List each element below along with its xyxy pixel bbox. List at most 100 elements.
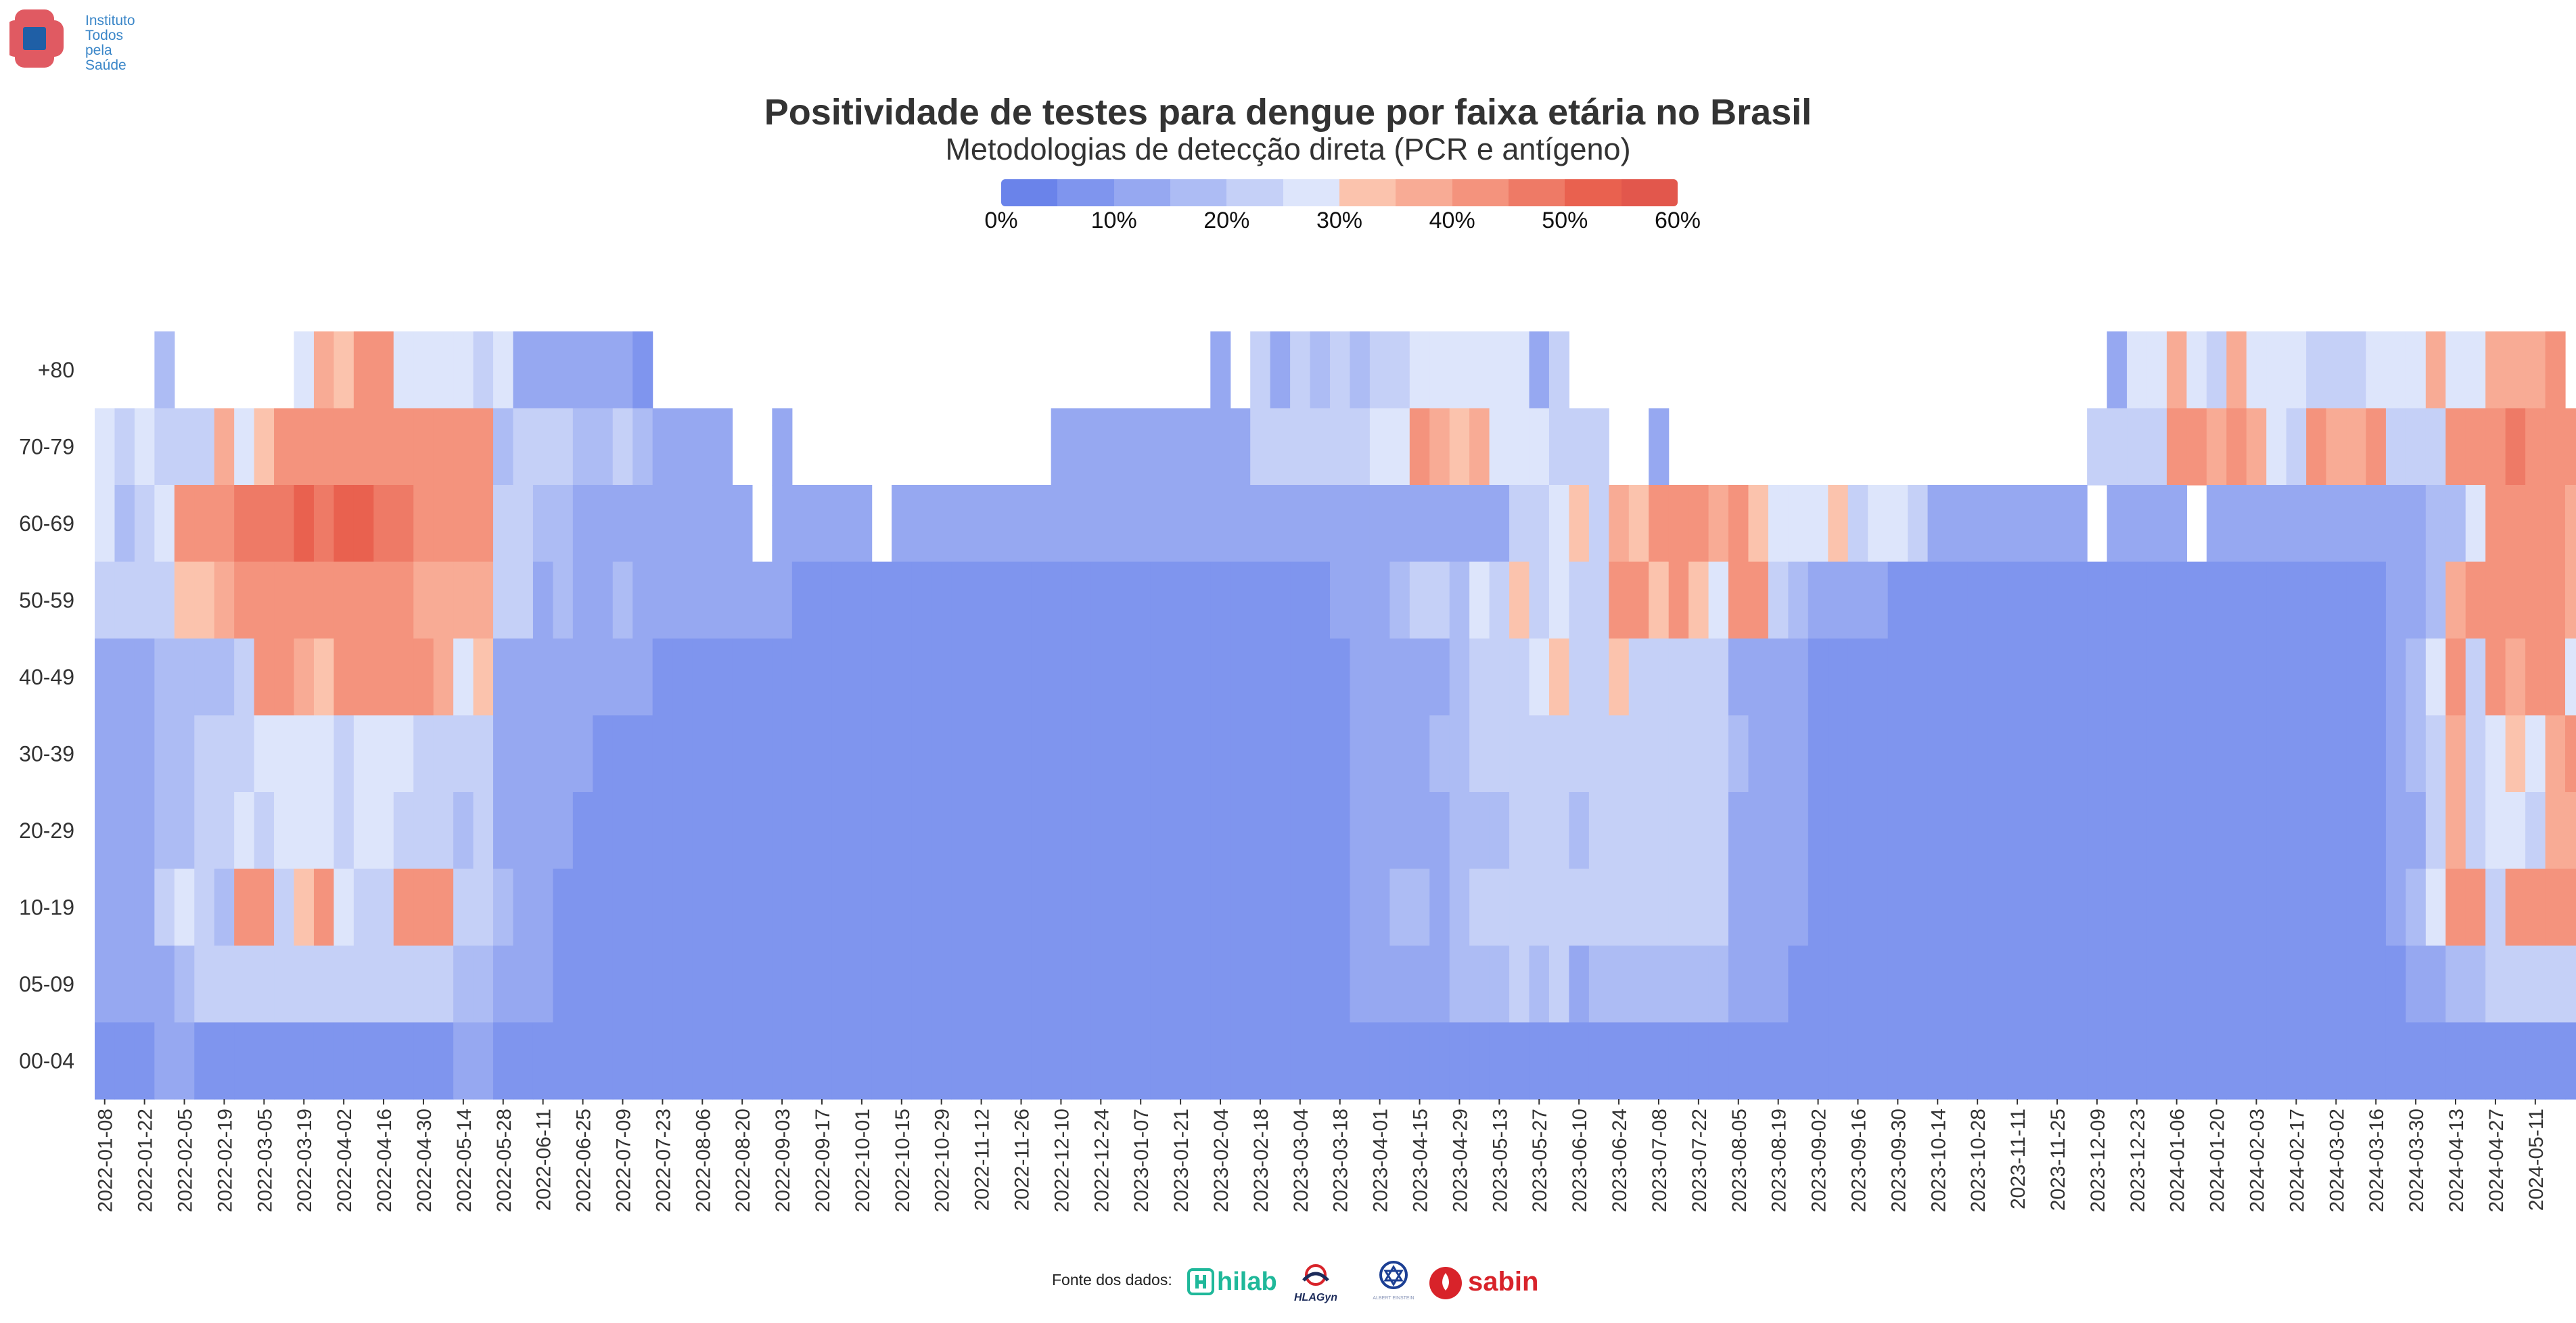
heatmap-cell xyxy=(1389,485,1410,563)
heatmap-cell xyxy=(2445,868,2466,946)
heatmap-cell xyxy=(294,715,315,793)
heatmap-cell xyxy=(572,485,593,563)
heatmap-cell xyxy=(493,331,514,409)
heatmap-cell xyxy=(1369,408,1390,486)
heatmap-cell xyxy=(2425,1022,2446,1100)
heatmap-cell xyxy=(1090,639,1111,716)
heatmap-cell xyxy=(951,715,972,793)
heatmap-cell xyxy=(1290,715,1311,793)
heatmap-cell xyxy=(2226,792,2247,870)
heatmap-cell xyxy=(1728,792,1749,870)
heatmap-cell xyxy=(1948,946,1969,1023)
heatmap-cell xyxy=(1409,331,1430,409)
heatmap-cell xyxy=(334,639,354,716)
heatmap-cell xyxy=(612,1022,633,1100)
heatmap-cell xyxy=(1449,639,1470,716)
heatmap-cell xyxy=(652,946,673,1023)
heatmap-cell xyxy=(2127,946,2148,1023)
heatmap-cell xyxy=(313,331,335,409)
heatmap-cell xyxy=(532,715,553,793)
heatmap-cell xyxy=(732,561,753,639)
heatmap-cell xyxy=(2346,1022,2367,1100)
heatmap-cell xyxy=(2505,331,2526,409)
heatmap-cell xyxy=(413,639,434,716)
heatmap-cell xyxy=(1588,715,1609,793)
heatmap-cell xyxy=(1728,715,1749,793)
heatmap-cell xyxy=(473,868,494,946)
heatmap-cell xyxy=(313,561,335,639)
heatmap-cell xyxy=(353,408,374,486)
heatmap-cell xyxy=(572,331,593,409)
heatmap-cell xyxy=(2087,561,2108,639)
heatmap-cell xyxy=(1369,868,1390,946)
heatmap-cell xyxy=(1668,485,1689,563)
heatmap-cell xyxy=(2385,1022,2406,1100)
heatmap-cell xyxy=(1031,792,1052,870)
heatmap-cell xyxy=(1310,331,1331,409)
heatmap-cell xyxy=(532,331,553,409)
heatmap-cell xyxy=(433,946,454,1023)
heatmap-cell xyxy=(1290,792,1311,870)
heatmap-cell xyxy=(154,485,175,563)
heatmap-cell xyxy=(1409,639,1430,716)
heatmap-cell xyxy=(2505,792,2526,870)
x-tick-label: 2024-02-17 xyxy=(2286,1109,2308,1212)
heatmap-cell xyxy=(2366,639,2387,716)
heatmap-cell xyxy=(2406,331,2426,409)
heatmap-cell xyxy=(1808,561,1828,639)
heatmap-cell xyxy=(1948,792,1969,870)
heatmap-cell xyxy=(1409,561,1430,639)
heatmap-cell xyxy=(772,792,793,870)
heatmap-cell xyxy=(1908,561,1929,639)
heatmap-cell xyxy=(2186,792,2207,870)
heatmap-cell xyxy=(951,946,972,1023)
heatmap-cell xyxy=(194,1022,215,1100)
heatmap-cell xyxy=(971,946,992,1023)
heatmap-cell xyxy=(373,331,394,409)
heatmap-cell xyxy=(1847,792,1868,870)
heatmap-cell xyxy=(871,1022,892,1100)
heatmap-cell xyxy=(1449,715,1470,793)
heatmap-cell xyxy=(752,868,773,946)
heatmap-cell xyxy=(1668,868,1689,946)
heatmap-cell xyxy=(1588,868,1609,946)
colorbar-bin xyxy=(1621,179,1678,206)
heatmap-cell xyxy=(991,639,1012,716)
heatmap-cell xyxy=(812,868,833,946)
heatmap-cell xyxy=(2545,1022,2566,1100)
heatmap-cell xyxy=(553,331,574,409)
heatmap-cell xyxy=(1588,1022,1609,1100)
y-tick-label: 30-39 xyxy=(19,741,74,766)
heatmap-cell xyxy=(1927,792,1948,870)
heatmap-cell xyxy=(593,792,614,870)
heatmap-cell xyxy=(154,408,175,486)
heatmap-cell xyxy=(1509,946,1530,1023)
heatmap-cell xyxy=(2166,561,2188,639)
heatmap-cell xyxy=(2326,868,2347,946)
heatmap-cell xyxy=(194,946,215,1023)
heatmap-cell xyxy=(2306,331,2327,409)
heatmap-cell xyxy=(1210,715,1231,793)
logo-text: Instituto Todos pela Saúde xyxy=(85,14,160,73)
heatmap-cell xyxy=(334,331,354,409)
heatmap-cell xyxy=(593,715,614,793)
heatmap-cell xyxy=(852,485,873,563)
heatmap-cell xyxy=(2087,868,2108,946)
heatmap-cell xyxy=(2445,639,2466,716)
heatmap-cell xyxy=(2525,868,2546,946)
heatmap-cell xyxy=(991,485,1012,563)
heatmap-cell xyxy=(692,639,713,716)
heatmap-cell xyxy=(1449,561,1470,639)
heatmap-cell xyxy=(1150,639,1171,716)
heatmap-cell xyxy=(1708,715,1729,793)
logo-line: Todos xyxy=(85,28,124,43)
heatmap-cell xyxy=(852,639,873,716)
heatmap-cell xyxy=(2525,408,2546,486)
heatmap-cell xyxy=(732,485,753,563)
heatmap-cell xyxy=(532,1022,553,1100)
heatmap-cell xyxy=(553,1022,574,1100)
heatmap-cell xyxy=(852,561,873,639)
heatmap-cell xyxy=(1469,485,1490,563)
heatmap-cell xyxy=(1987,715,2008,793)
heatmap-cell xyxy=(1927,561,1948,639)
